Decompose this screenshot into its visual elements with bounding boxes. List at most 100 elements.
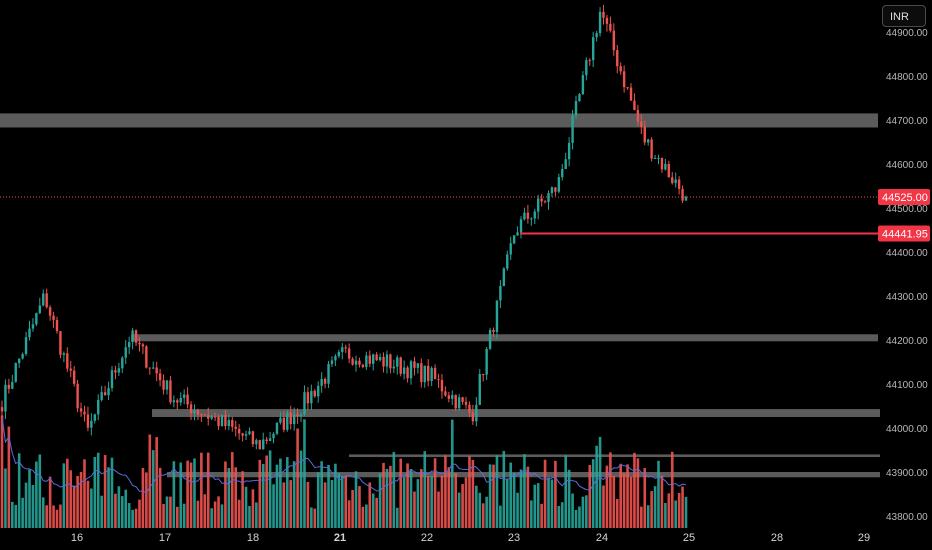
volume-bar [478,492,482,528]
volume-bar [258,459,262,528]
x-tick-label: 23 [508,532,520,544]
candle-body [660,157,664,170]
volume-bar [179,462,183,528]
candle-body [286,412,289,430]
volume-bar [296,428,299,528]
candle-body [289,412,292,425]
volume-bar [35,461,38,528]
candle-body [464,401,468,405]
volume-bar [31,485,35,528]
volume-bar [141,468,145,528]
volume-bar [550,479,554,528]
y-axis[interactable]: 44900.00 44800.00 44700.00 44600.00 44500.00… [878,28,930,523]
x-axis[interactable]: 16 17 18 21 22 23 24 25 28 29 [71,532,870,544]
price-label-text: 44525.00 [882,192,928,204]
candle-body [69,368,72,371]
volume-bar [169,496,172,528]
candle-body [231,420,234,427]
volume-bar [11,501,14,528]
candle-body [265,439,268,441]
candle-body [516,232,519,236]
candle-body [492,329,495,333]
volume-bar [124,489,128,528]
volume-bar [433,458,437,528]
x-tick-label: 16 [71,532,83,544]
candle-body [382,356,385,367]
currency-button[interactable]: INR [882,5,926,27]
candle-body [207,415,210,419]
volume-bar [505,478,509,528]
candle-body [351,358,354,365]
candle-body [93,414,97,421]
zone-band [349,454,880,458]
volume-bar [316,472,320,528]
volume-bar [595,445,598,528]
volume-bar [598,436,602,528]
volume-bar [72,485,76,528]
volume-bar [365,504,368,528]
candle-body [66,353,69,369]
candlestick-series [0,4,688,450]
volume-bar [255,502,258,528]
volume-bar [457,492,461,528]
volume-bar [622,473,626,528]
zone-band [0,113,878,128]
volume-bar [619,463,622,528]
volume-bar [66,458,69,528]
candle-body [468,404,471,413]
y-tick-label: 44200.00 [886,336,928,347]
candle-body [327,363,330,384]
candle-body [100,392,103,400]
volume-bar [578,506,581,528]
volume-bar [450,419,454,528]
candle-body [385,354,389,367]
candle-body [103,392,107,396]
volume-bar [282,482,286,528]
volume-bar [217,496,220,528]
volume-bar [196,500,200,528]
volume-bar [409,469,413,528]
volume-bar [330,480,334,528]
volume-bar [547,477,550,528]
volume-bar [230,452,234,528]
candle-body [0,407,4,412]
volume-bar [392,451,396,528]
candle-body [237,428,241,434]
candle-body [186,394,189,405]
candle-body [595,33,598,38]
candle-body [643,126,646,143]
candle-body [482,374,485,376]
y-tick-label: 44700.00 [886,116,928,127]
candle-body [375,354,378,361]
volume-bar [220,504,224,528]
y-tick-label: 44000.00 [886,424,928,435]
candle-body [372,354,375,364]
volume-bar [83,459,86,528]
x-tick-label: 29 [858,532,870,544]
candle-body [396,357,399,367]
candle-body [255,440,258,445]
candle-body [478,374,481,405]
candle-body [430,367,433,381]
candle-body [210,416,213,419]
candle-body [591,37,595,61]
volume-bar [437,491,440,528]
candle-body [90,420,93,428]
volume-bar [24,482,28,528]
volume-bar [499,505,502,528]
volume-bar [193,458,196,528]
candle-body [299,414,303,417]
candle-body [282,417,286,430]
volume-bar [323,482,327,528]
candle-body [540,198,543,202]
volume-bar [471,460,475,528]
candle-body [341,347,344,352]
candle-body [571,115,574,143]
candle-body [674,179,677,184]
volume-bar [375,497,378,528]
volume-bar [643,468,647,528]
volume-bar [52,505,55,528]
candle-body [35,313,38,325]
candle-body [581,75,585,95]
